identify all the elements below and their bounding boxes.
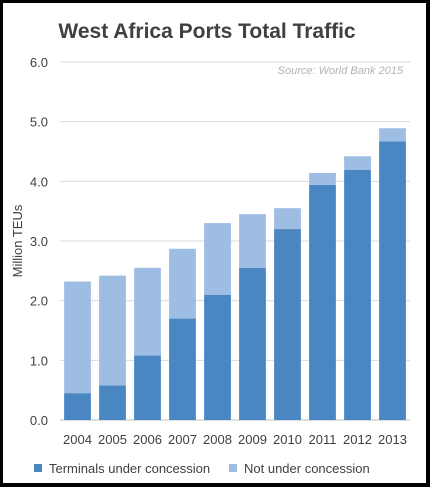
bar-not-under-concession (204, 223, 231, 295)
legend-label: Not under concession (244, 461, 370, 476)
bar-not-under-concession (169, 248, 196, 319)
bar-under-concession (169, 318, 196, 420)
bar-under-concession (379, 141, 406, 420)
bar-under-concession (344, 169, 371, 420)
y-tick-label: 0.0 (30, 413, 48, 428)
bar-not-under-concession (99, 275, 126, 386)
x-tick-label: 2004 (63, 432, 92, 447)
bar-not-under-concession (134, 267, 161, 356)
bar-under-concession (99, 385, 126, 420)
y-tick-label: 6.0 (30, 55, 48, 70)
chart-title: West Africa Ports Total Traffic (58, 20, 355, 43)
x-tick-label: 2011 (309, 432, 337, 447)
x-tick-label: 2009 (238, 432, 267, 447)
x-tick-label: 2006 (133, 432, 162, 447)
legend-label: Terminals under concession (49, 461, 210, 476)
bar-not-under-concession (344, 156, 371, 170)
x-tick-label: 2012 (343, 432, 372, 447)
x-tick-label: 2005 (98, 432, 127, 447)
legend: Terminals under concession Not under conc… (34, 461, 370, 476)
y-axis-label: Million TEUs (10, 204, 25, 277)
bar-under-concession (204, 294, 231, 420)
bar-under-concession (274, 229, 301, 420)
bar-not-under-concession (379, 128, 406, 142)
bar-under-concession (239, 267, 266, 420)
x-tick-label: 2007 (168, 432, 197, 447)
y-tick-labels: 0.0 1.0 2.0 3.0 4.0 5.0 6.0 (30, 55, 48, 428)
bar-under-concession (134, 355, 161, 420)
legend-swatch (34, 464, 42, 472)
y-tick-label: 3.0 (30, 234, 48, 249)
legend-swatch (229, 464, 237, 472)
bar-not-under-concession (239, 214, 266, 268)
bars (64, 128, 406, 420)
y-tick-label: 1.0 (30, 353, 48, 368)
x-tick-labels: 2004 2005 2006 2007 2008 2009 2010 2011 2012 2013 (63, 432, 407, 447)
x-tick-label: 2010 (273, 432, 302, 447)
y-tick-label: 2.0 (30, 294, 48, 309)
x-tick-label: 2008 (203, 432, 232, 447)
y-tick-label: 5.0 (30, 115, 48, 130)
source-note: Source: World Bank 2015 (278, 65, 404, 77)
bar-under-concession (309, 184, 336, 420)
bar-under-concession (64, 393, 91, 420)
bar-not-under-concession (64, 281, 91, 394)
bar-not-under-concession (309, 172, 336, 185)
bar-not-under-concession (274, 208, 301, 230)
y-tick-label: 4.0 (30, 174, 48, 189)
x-tick-label: 2013 (378, 432, 407, 447)
